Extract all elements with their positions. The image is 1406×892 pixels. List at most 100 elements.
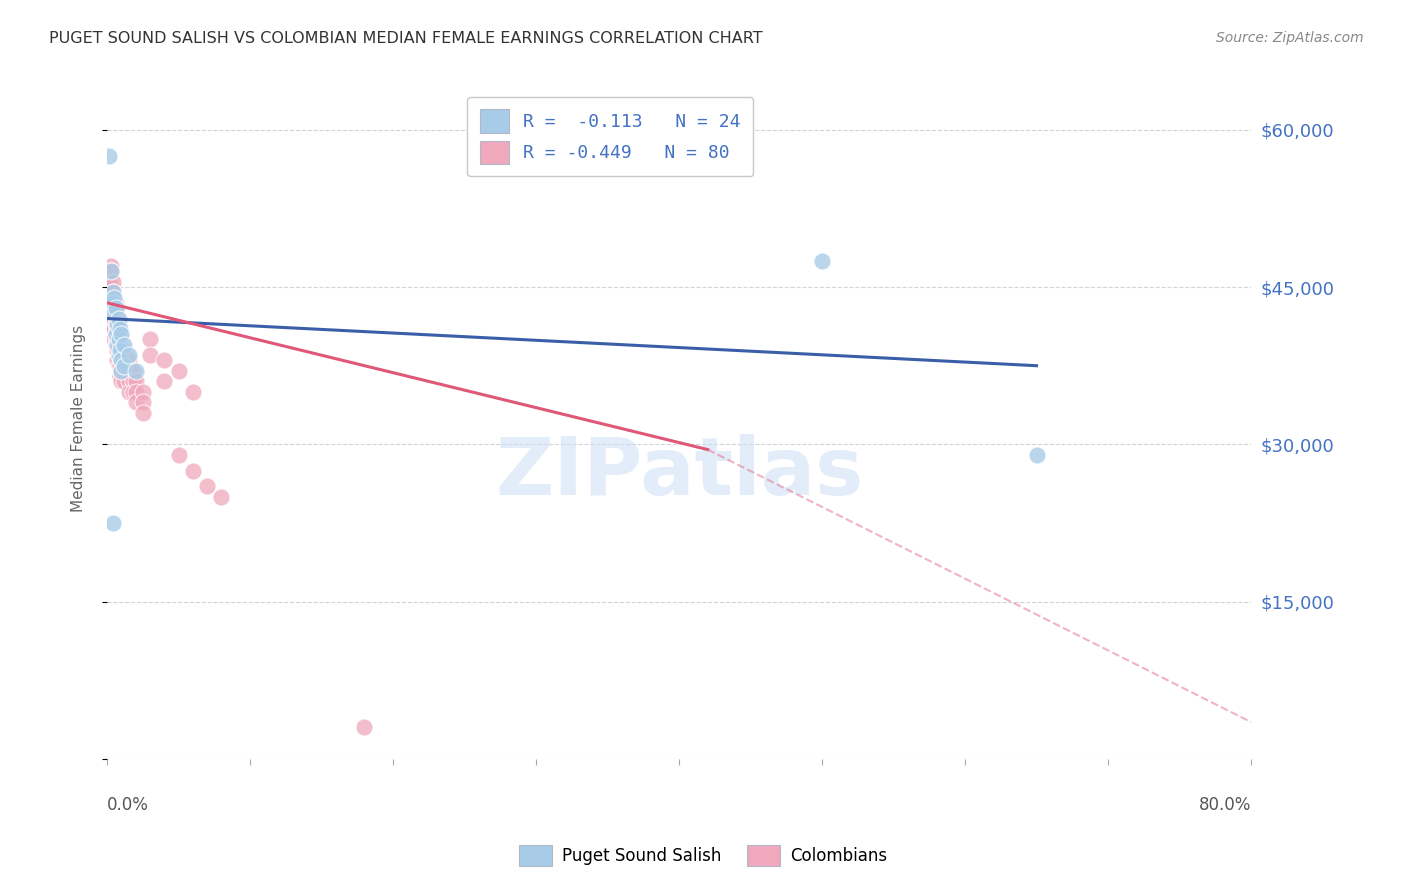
Point [124, 384, 146, 399]
Point [103, 322, 125, 336]
Point [167, 448, 190, 462]
Point [112, 364, 135, 378]
Point [167, 364, 190, 378]
Point [117, 364, 139, 378]
Point [105, 333, 128, 347]
Point [112, 359, 135, 373]
Point [112, 375, 135, 389]
Y-axis label: Median Female Earnings: Median Female Earnings [72, 325, 86, 512]
Point [117, 375, 139, 389]
Legend: R =  -0.113   N = 24, R = -0.449   N = 80: R = -0.113 N = 24, R = -0.449 N = 80 [467, 96, 754, 177]
Point [104, 327, 127, 342]
Point [103, 306, 125, 320]
Point [132, 395, 155, 409]
Point [104, 295, 127, 310]
Point [108, 348, 131, 362]
Point [211, 490, 233, 504]
Point [110, 364, 132, 378]
Point [100, 264, 122, 278]
Point [195, 479, 218, 493]
Point [104, 301, 127, 315]
Point [117, 348, 139, 362]
Point [98, 306, 121, 320]
Point [117, 384, 139, 399]
Point [110, 343, 132, 357]
Point [108, 343, 131, 357]
Point [112, 343, 135, 357]
Point [107, 327, 129, 342]
Point [108, 359, 131, 373]
Point [117, 353, 139, 368]
Point [132, 406, 155, 420]
Point [121, 384, 143, 399]
Point [104, 327, 127, 342]
Point [108, 337, 131, 351]
Point [1025, 448, 1047, 462]
Point [108, 369, 131, 384]
Point [132, 384, 155, 399]
Text: 80.0%: 80.0% [1199, 797, 1251, 814]
Point [97, 322, 120, 336]
Point [101, 295, 124, 310]
Point [101, 322, 124, 336]
Point [103, 301, 125, 315]
Point [124, 395, 146, 409]
Point [105, 301, 128, 315]
Point [97, 285, 120, 300]
Point [107, 337, 129, 351]
Point [100, 291, 122, 305]
Point [105, 311, 128, 326]
Point [107, 359, 129, 373]
Point [97, 317, 120, 331]
Point [110, 353, 132, 368]
Point [153, 375, 176, 389]
Point [108, 322, 131, 336]
Point [107, 348, 129, 362]
Point [101, 285, 124, 300]
Point [97, 301, 120, 315]
Text: Source: ZipAtlas.com: Source: ZipAtlas.com [1216, 31, 1364, 45]
Point [105, 317, 128, 331]
Point [110, 375, 132, 389]
Point [101, 275, 124, 289]
Point [110, 327, 132, 342]
Point [105, 322, 128, 336]
Text: 0.0%: 0.0% [107, 797, 149, 814]
Point [100, 311, 122, 326]
Point [97, 306, 120, 320]
Point [105, 337, 128, 351]
Point [97, 295, 120, 310]
Point [101, 295, 124, 310]
Point [107, 317, 129, 331]
Point [104, 306, 127, 320]
Text: PUGET SOUND SALISH VS COLOMBIAN MEDIAN FEMALE EARNINGS CORRELATION CHART: PUGET SOUND SALISH VS COLOMBIAN MEDIAN F… [49, 31, 763, 46]
Point [112, 353, 135, 368]
Point [103, 333, 125, 347]
Point [139, 348, 162, 362]
Point [103, 291, 125, 305]
Point [105, 353, 128, 368]
Point [121, 375, 143, 389]
Point [97, 311, 120, 326]
Point [100, 259, 122, 273]
Point [104, 317, 127, 331]
Point [110, 353, 132, 368]
Point [181, 384, 204, 399]
Point [124, 364, 146, 378]
Point [100, 280, 122, 294]
Point [101, 516, 124, 530]
Point [107, 348, 129, 362]
Point [108, 327, 131, 342]
Point [101, 311, 124, 326]
Point [100, 264, 122, 278]
Point [98, 291, 121, 305]
Point [98, 264, 121, 278]
Point [100, 301, 122, 315]
Point [811, 253, 834, 268]
Point [112, 337, 135, 351]
Point [101, 285, 124, 300]
Point [98, 275, 121, 289]
Point [121, 364, 143, 378]
Point [107, 311, 129, 326]
Point [107, 333, 129, 347]
